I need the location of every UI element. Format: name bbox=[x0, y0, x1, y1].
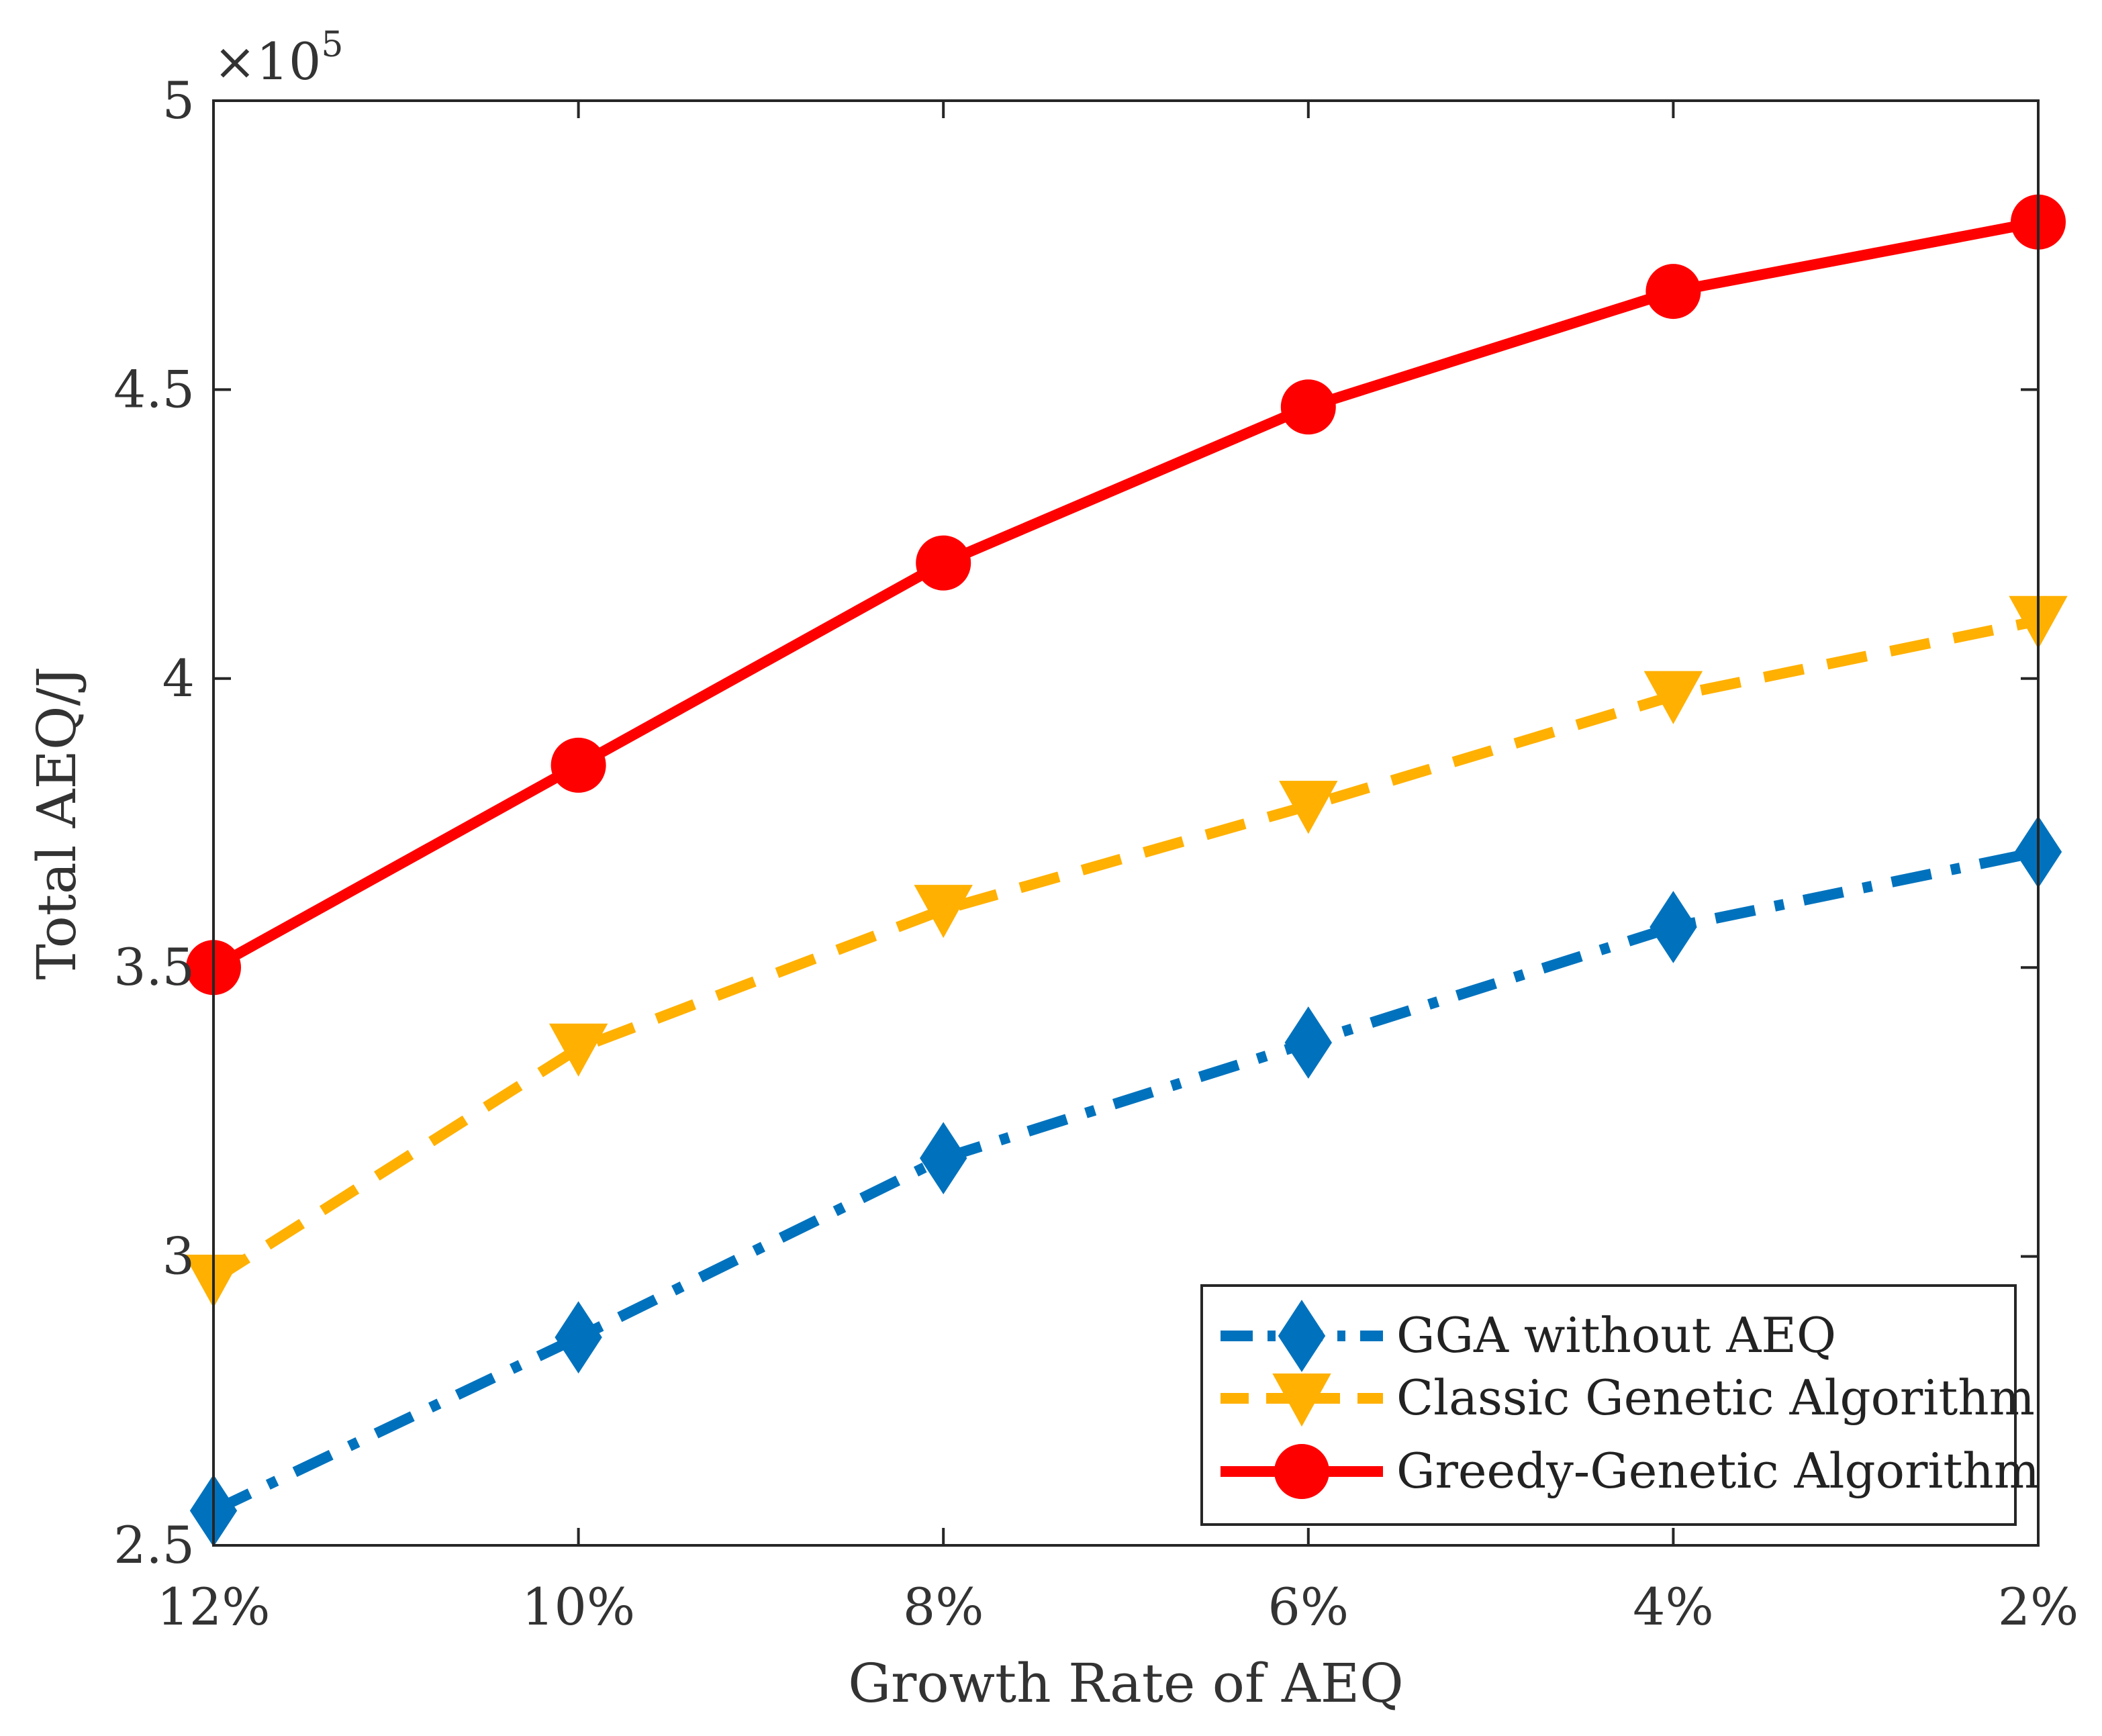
series-line bbox=[211, 847, 2040, 1516]
legend-label: Classic Genetic Algorithm bbox=[1396, 1369, 2035, 1426]
y-multiplier-exponent: 5 bbox=[321, 25, 343, 65]
series-0 bbox=[189, 816, 2062, 1547]
x-tick-label: 2% bbox=[1998, 1577, 2079, 1637]
x-tick-labels: 12% 10% 8% 6% 4% 2% bbox=[157, 1577, 2079, 1637]
data-point-triangle-down bbox=[1279, 781, 1338, 834]
x-tick-label: 6% bbox=[1268, 1577, 1349, 1637]
data-point-diamond bbox=[920, 1122, 967, 1195]
series-line bbox=[211, 216, 2040, 973]
legend-box bbox=[1200, 1284, 2017, 1526]
legend-item: Greedy-Genetic Algorithm bbox=[1221, 1443, 2040, 1499]
series-2 bbox=[186, 194, 2066, 996]
x-tick-label: 12% bbox=[157, 1577, 271, 1637]
legend-item: Classic Genetic Algorithm bbox=[1221, 1369, 2035, 1427]
series-line bbox=[210, 615, 2040, 1284]
y-tick-label: 3 bbox=[162, 1226, 195, 1286]
y-tick-labels: 2.5 3 3.5 4 4.5 5 bbox=[113, 70, 195, 1575]
data-point-circle bbox=[1645, 264, 1701, 320]
data-point-circle bbox=[916, 535, 971, 591]
y-tick-label: 5 bbox=[162, 70, 195, 130]
legend-label: Greedy-Genetic Algorithm bbox=[1396, 1443, 2040, 1499]
data-point-triangle-down bbox=[548, 1023, 608, 1077]
data-point-circle bbox=[1280, 379, 1336, 435]
data-point-circle bbox=[551, 737, 606, 793]
data-point-triangle-down bbox=[914, 885, 973, 938]
data-point-diamond bbox=[1284, 1006, 1332, 1079]
data-point-diamond bbox=[555, 1301, 602, 1373]
x-axis-title: Growth Rate of AEQ bbox=[848, 1652, 1404, 1715]
x-tick-label: 4% bbox=[1633, 1577, 1714, 1637]
y-tick-label: 3.5 bbox=[113, 937, 195, 997]
legend-marker-diamond bbox=[1278, 1300, 1326, 1372]
y-tick-label: 4 bbox=[162, 648, 195, 708]
legend-items: GGA without AEQ Classic Genetic Algorithm… bbox=[1221, 1300, 2040, 1499]
y-multiplier-label: ×105 bbox=[213, 25, 343, 91]
y-tick-label: 2.5 bbox=[113, 1515, 195, 1575]
legend-item: GGA without AEQ bbox=[1221, 1300, 1836, 1372]
legend-marker-circle bbox=[1274, 1444, 1329, 1499]
y-axis-title: Total AEQ/J bbox=[26, 667, 88, 980]
legend: GGA without AEQ Classic Genetic Algorithm… bbox=[1200, 1284, 2040, 1526]
plot-frame bbox=[212, 99, 2040, 1547]
y-tick-label: 4.5 bbox=[113, 359, 195, 419]
legend-label: GGA without AEQ bbox=[1396, 1307, 1836, 1363]
data-point-triangle-down bbox=[1643, 671, 1703, 724]
x-tick-label: 10% bbox=[522, 1577, 635, 1637]
data-point-diamond bbox=[1650, 891, 1697, 963]
x-tick-label: 8% bbox=[903, 1577, 984, 1637]
legend-marker-triangle-down bbox=[1272, 1373, 1331, 1427]
